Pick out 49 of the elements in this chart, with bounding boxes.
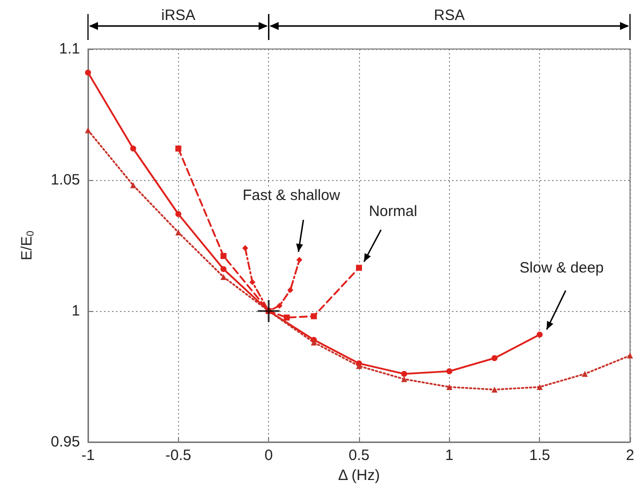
point: [175, 211, 182, 218]
point: [401, 376, 408, 382]
point: [492, 386, 498, 393]
point: [85, 127, 91, 134]
x-tick-label: 1.5: [529, 447, 550, 464]
y-tick-label: 0.95: [50, 434, 80, 450]
annotation: Slow & deep: [520, 260, 604, 277]
x-axis-title: Δ (Hz): [338, 466, 380, 484]
point: [85, 70, 91, 76]
annotation: Fast & shallow: [242, 186, 340, 204]
point: [258, 300, 280, 322]
point: [492, 355, 498, 362]
y-tick-label: 1.1: [59, 40, 80, 58]
point: [627, 352, 633, 359]
point: [276, 302, 283, 309]
point: [220, 274, 226, 280]
point: [310, 339, 317, 346]
point: [356, 363, 362, 370]
y-axis-title: E/E0: [18, 230, 36, 260]
point: [356, 264, 362, 271]
point: [175, 146, 182, 152]
point: [249, 279, 256, 286]
text: iRSA: [161, 7, 196, 24]
x-tick-label: 0: [264, 447, 273, 464]
point: [287, 287, 294, 294]
x-tick-label: 0.5: [348, 447, 370, 464]
point: [284, 314, 290, 321]
point: [582, 370, 588, 377]
point: [536, 332, 543, 338]
x-tick-label: -0.5: [165, 447, 192, 464]
x-tick-label: 1: [445, 447, 454, 464]
point: [220, 252, 226, 259]
point: [310, 313, 317, 320]
point: [130, 146, 136, 152]
y-tick-label: 1: [72, 302, 80, 320]
y-tick-label: 1.05: [50, 172, 80, 188]
point: [536, 384, 543, 390]
point: [175, 229, 182, 236]
point: [242, 245, 248, 252]
point: [401, 370, 408, 377]
point: [296, 256, 302, 263]
point: [220, 266, 226, 272]
x-tick-label: -1: [81, 447, 95, 464]
text: RSA: [434, 7, 465, 24]
annotation: Normal: [368, 202, 418, 220]
point: [130, 182, 136, 188]
point: [446, 368, 452, 374]
x-tick-label: 2: [626, 447, 634, 464]
point: [446, 384, 452, 390]
